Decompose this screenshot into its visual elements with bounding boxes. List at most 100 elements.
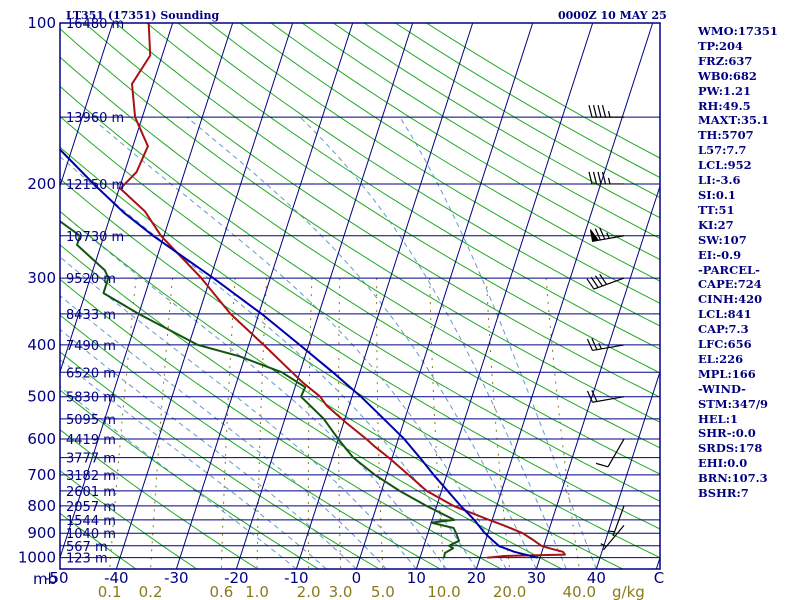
- dry-adiabat: [60, 470, 198, 569]
- temperature-tick-label: 30: [527, 569, 546, 587]
- mixing-ratio-tick-label: 1.0: [245, 583, 269, 600]
- isotherms: [0, 23, 660, 569]
- dry-adiabat: [84, 23, 660, 398]
- isotherm-line: [415, 23, 594, 569]
- index-item: -PARCEL-: [698, 262, 760, 277]
- index-item: L57:7.7: [698, 143, 747, 158]
- wind-barb: [595, 438, 625, 468]
- height-label: 1040 m: [66, 527, 116, 542]
- height-label: 3182 m: [66, 469, 116, 484]
- index-item: TT:51: [698, 202, 735, 217]
- temperature-tick-label: -50: [44, 569, 69, 587]
- mixing-ratio-line: [338, 278, 342, 569]
- dry-adiabat: [60, 146, 660, 530]
- temperature-tick-label: 10: [407, 569, 426, 587]
- mixing-ratio-line: [109, 278, 137, 569]
- index-item: EL:226: [698, 351, 744, 366]
- index-item: SI:0.1: [698, 187, 736, 202]
- index-item: HEL:1: [698, 411, 738, 426]
- wind-barb: [586, 273, 625, 290]
- index-item: WMO:17351: [698, 24, 778, 38]
- height-label: 2601 m: [66, 485, 116, 500]
- height-label: 9520 m: [66, 272, 116, 287]
- wind-barb: [608, 505, 625, 537]
- isotherm-line: [295, 23, 474, 569]
- temperature-tick-label: 20: [467, 569, 486, 587]
- dry-adiabat: [60, 56, 660, 449]
- dry-adiabat: [60, 28, 660, 423]
- height-label: 7490 m: [66, 339, 116, 354]
- sounding-profiles: [60, 23, 566, 559]
- parcel-profile: [60, 148, 538, 559]
- isotherm-line: [535, 184, 660, 569]
- mixing-ratio-tick-label: 40.0: [563, 583, 596, 600]
- isotherm-line: [235, 23, 414, 569]
- mixing-ratio-tick-label: 0.1: [98, 583, 122, 600]
- temperature-tick-label: 0: [352, 569, 362, 587]
- isotherm-line: [0, 23, 53, 569]
- pressure-tick-label: 1000: [18, 549, 56, 567]
- mixing-ratio-line: [150, 278, 173, 569]
- index-item: LCL:952: [698, 158, 752, 173]
- index-item: LFC:656: [698, 337, 752, 352]
- index-item: CAPE:724: [698, 277, 762, 292]
- isotherm-line: [60, 23, 174, 374]
- height-label: 567 m: [66, 540, 108, 555]
- temperature-tick-label: -20: [224, 569, 249, 587]
- height-label: 123 m: [66, 552, 108, 567]
- mixing-ratio-tick-label: 0.6: [209, 583, 233, 600]
- isotherm-line: [475, 23, 654, 569]
- mixing-ratio-tick-label: 3.0: [329, 583, 353, 600]
- index-item: STM:347/9: [698, 396, 769, 411]
- index-item: LI:-3.6: [698, 173, 741, 188]
- height-label: 16480 m: [66, 17, 124, 32]
- index-item: BSHR:7: [698, 486, 749, 501]
- temperature-tick-label: -40: [104, 569, 129, 587]
- wind-barb: [588, 171, 624, 185]
- height-label: 6520 m: [66, 366, 116, 381]
- index-item: TP:204: [698, 38, 744, 53]
- pressure-tick-label: 300: [27, 269, 56, 287]
- mixing-ratio-tick-label: 20.0: [493, 583, 526, 600]
- height-label: 8433 m: [66, 308, 116, 323]
- height-labels: 16480 m 13960 m 12150 m 10730 m 9520 m 8433 m…: [66, 17, 124, 567]
- plot-frame: [59, 22, 661, 570]
- mixing-ratio-tick-label: 2.0: [297, 583, 321, 600]
- temperature-tick-label: -30: [164, 569, 189, 587]
- isotherm-line: [60, 23, 234, 560]
- pressure-tick-label: 600: [27, 430, 56, 448]
- index-item: MPL:166: [698, 366, 756, 381]
- index-item: CAP:7.3: [698, 322, 749, 337]
- index-item: SRDS:178: [698, 441, 763, 456]
- temperature-tick-labels: -50 -40 -30 -20 -10 0 10 20 30 40 C: [44, 569, 664, 587]
- height-label: 10730 m: [66, 230, 124, 245]
- mixing-ratio-line: [220, 278, 236, 569]
- pressure-tick-label: 700: [27, 466, 56, 484]
- dry-adiabat: [208, 23, 660, 304]
- mixing-ratio-line: [429, 278, 445, 569]
- height-label: 5830 m: [66, 391, 116, 406]
- stability-indices-panel: WMO:17351 TP:204 FRZ:637 WB0:682 PW:1.21 RH:4…: [698, 24, 778, 501]
- isotherm-line: [115, 23, 294, 569]
- height-label: 4419 m: [66, 433, 116, 448]
- height-label: 2057 m: [66, 500, 116, 515]
- pressure-tick-label: 400: [27, 336, 56, 354]
- dry-adiabat: [60, 85, 660, 475]
- isotherm-line: [60, 23, 114, 188]
- dry-adiabat: [60, 278, 502, 569]
- wind-barb: [589, 227, 625, 242]
- index-item: SW:107: [698, 232, 747, 247]
- dry-adiabat: [60, 210, 623, 569]
- mixing-ratio-line: [307, 278, 313, 569]
- mixing-ratio-line: [256, 278, 268, 569]
- wind-barbs: [586, 105, 625, 551]
- height-label: 12150 m: [66, 178, 124, 193]
- wind-barb: [586, 389, 625, 403]
- dry-adiabat: [239, 23, 660, 282]
- temperature-profile: [119, 23, 566, 559]
- temperature-tick-label: 40: [587, 569, 606, 587]
- index-item: -WIND-: [698, 381, 746, 396]
- index-item: SHR-:0.0: [698, 426, 756, 441]
- isotherm-line: [355, 23, 534, 569]
